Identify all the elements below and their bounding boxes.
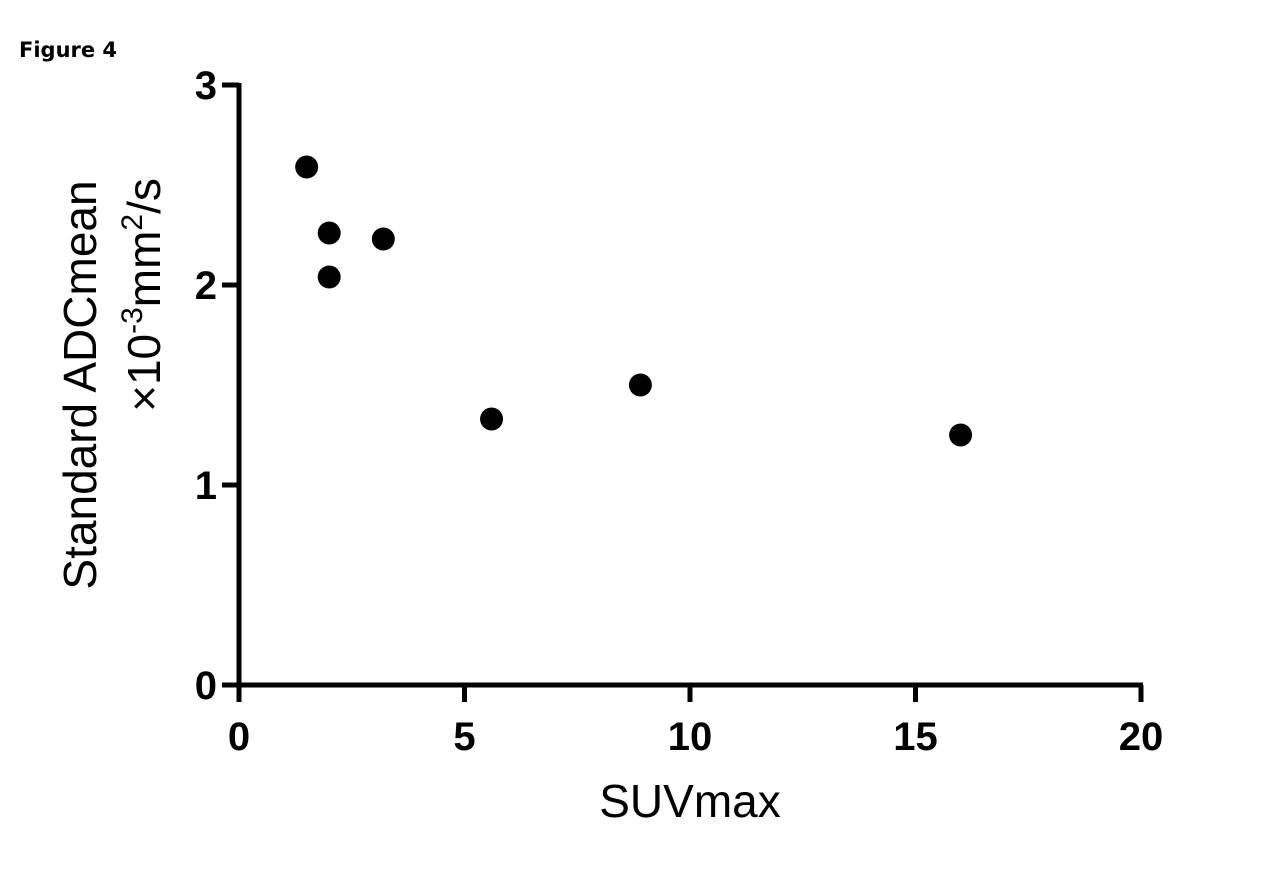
x-axis-ticks: 0 5 10 15 20: [228, 685, 1163, 759]
x-tick-label: 0: [228, 715, 250, 759]
y-tick-label: 1: [195, 464, 217, 508]
data-point: [949, 423, 973, 447]
y-tick-label: 3: [195, 64, 217, 108]
axes: [236, 83, 1143, 688]
y-axis-unit-prefix: ×10: [118, 334, 170, 412]
y-axis-unit-exponent1: -3: [116, 307, 149, 334]
y-axis-title-line2: ×10-3mm2/s: [116, 178, 170, 412]
x-tick-label: 15: [893, 715, 938, 759]
x-axis-title: SUVmax: [599, 775, 780, 827]
data-point: [317, 265, 341, 289]
data-point: [371, 227, 395, 251]
data-points: [295, 155, 973, 447]
y-axis-title-line1: Standard ADCmean: [54, 180, 106, 589]
y-axis-unit-middle: mm: [118, 231, 170, 308]
x-tick-label: 10: [668, 715, 713, 759]
data-point: [628, 373, 652, 397]
data-point: [480, 407, 504, 431]
y-tick-label: 0: [195, 664, 217, 708]
y-axis-unit-suffix: /s: [118, 178, 170, 214]
y-tick-label: 2: [195, 264, 217, 308]
figure-label: Figure 4: [19, 38, 118, 62]
y-axis-unit-exponent2: 2: [116, 214, 149, 231]
data-point: [317, 221, 341, 245]
x-tick-label: 20: [1119, 715, 1164, 759]
x-tick-label: 5: [453, 715, 475, 759]
data-point: [295, 155, 319, 179]
y-axis-ticks: 0 1 2 3: [195, 64, 239, 708]
